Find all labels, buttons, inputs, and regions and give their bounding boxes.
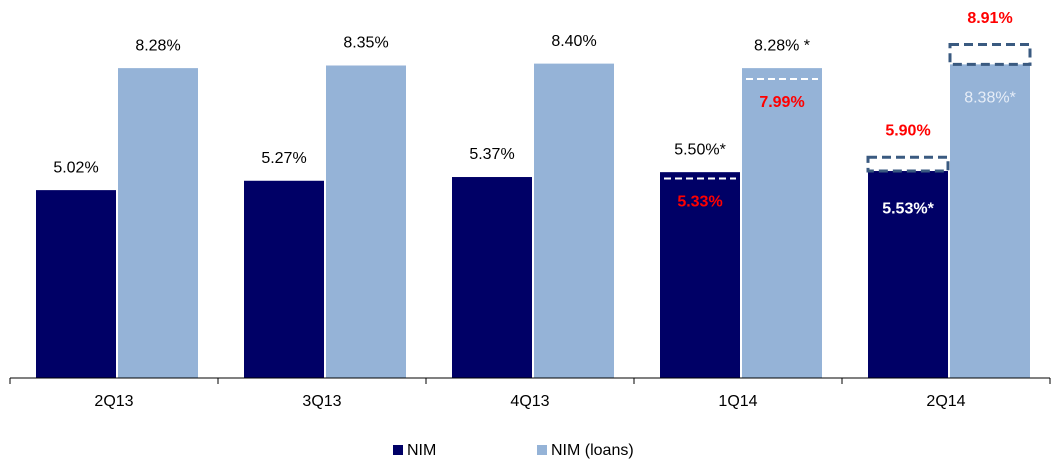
x-tick-label: 2Q14 (926, 393, 965, 410)
bar (118, 68, 198, 378)
bar (534, 63, 614, 378)
value-label: 8.28% (135, 37, 180, 54)
value-label: 8.28% * (754, 37, 810, 54)
bar (326, 65, 406, 378)
annotation-label: 7.99% (759, 94, 804, 111)
value-label: 8.40% (551, 33, 596, 50)
value-label: 8.38%* (964, 90, 1016, 107)
legend-swatch (537, 445, 547, 455)
bar (950, 64, 1030, 378)
value-label: 5.02% (53, 159, 98, 176)
legend-label: NIM (loans) (551, 442, 634, 459)
bar (244, 180, 324, 378)
x-tick-label: 1Q14 (718, 393, 757, 410)
annotation-label: 5.33% (677, 194, 722, 211)
value-label: 5.53%* (882, 200, 934, 217)
x-tick-label: 4Q13 (510, 393, 549, 410)
legend-label: NIM (407, 442, 436, 459)
bar (660, 172, 740, 378)
annotation-box (866, 155, 950, 173)
bar (868, 171, 948, 378)
x-tick-label: 3Q13 (302, 393, 341, 410)
annotation-label: 5.90% (885, 122, 930, 139)
bar (452, 177, 532, 378)
value-label: 5.50%* (674, 141, 726, 158)
bar (36, 190, 116, 378)
value-label: 5.37% (469, 146, 514, 163)
legend-swatch (393, 445, 403, 455)
annotation-label: 8.91% (967, 10, 1012, 27)
annotation-box (948, 43, 1032, 66)
value-label: 8.35% (343, 35, 388, 52)
value-label: 5.27% (261, 150, 306, 167)
x-tick-label: 2Q13 (94, 393, 133, 410)
bar (742, 68, 822, 378)
